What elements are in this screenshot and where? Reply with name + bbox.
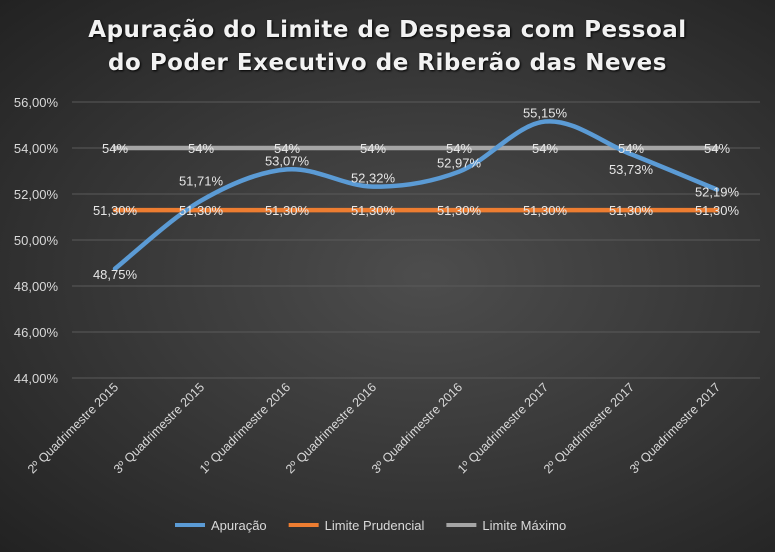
- data-label: 51,30%: [93, 203, 138, 218]
- x-tick-label: 1º Quadrimestre 2016: [197, 380, 293, 476]
- data-label: 51,30%: [179, 203, 224, 218]
- data-label: 48,75%: [93, 267, 138, 282]
- data-label: 53,73%: [609, 162, 654, 177]
- data-label: 54%: [360, 141, 386, 156]
- data-label: 54%: [532, 141, 558, 156]
- data-label: 54%: [102, 141, 128, 156]
- data-label: 54%: [618, 141, 644, 156]
- y-tick-label: 56,00%: [14, 95, 59, 110]
- x-tick-label: 2º Quadrimestre 2016: [283, 380, 379, 476]
- data-label: 51,30%: [523, 203, 568, 218]
- x-tick-label: 1º Quadrimestre 2017: [455, 380, 551, 476]
- data-label: 55,15%: [523, 106, 568, 121]
- chart-title: Apuração do Limite de Despesa com Pessoa…: [0, 14, 775, 80]
- data-label: 51,30%: [695, 203, 740, 218]
- data-label: 51,30%: [437, 203, 482, 218]
- legend-label: Limite Máximo: [482, 518, 566, 533]
- x-tick-label: 2º Quadrimestre 2015: [25, 380, 121, 476]
- data-label: 51,30%: [351, 203, 396, 218]
- data-label: 54%: [274, 141, 300, 156]
- data-label: 52,97%: [437, 156, 482, 171]
- y-tick-label: 48,00%: [14, 279, 59, 294]
- y-tick-label: 46,00%: [14, 325, 59, 340]
- data-label: 52,19%: [695, 185, 740, 200]
- data-label: 51,30%: [609, 203, 654, 218]
- data-label: 54%: [704, 141, 730, 156]
- legend-label: Limite Prudencial: [325, 518, 425, 533]
- x-tick-label: 2º Quadrimestre 2017: [541, 380, 637, 476]
- data-label: 51,71%: [179, 174, 224, 189]
- chart-title-line-1: Apuração do Limite de Despesa com Pessoa…: [88, 17, 687, 43]
- y-tick-label: 44,00%: [14, 371, 59, 386]
- legend-label: Apuração: [211, 518, 267, 533]
- x-tick-label: 3º Quadrimestre 2017: [627, 380, 723, 476]
- y-tick-label: 50,00%: [14, 233, 59, 248]
- chart-title-line-2: do Poder Executivo de Riberão das Neves: [108, 50, 667, 76]
- data-label: 52,32%: [351, 171, 396, 186]
- data-label: 54%: [446, 141, 472, 156]
- data-label: 51,30%: [265, 203, 310, 218]
- y-tick-label: 52,00%: [14, 187, 59, 202]
- data-label: 53,07%: [265, 153, 310, 168]
- x-tick-label: 3º Quadrimestre 2016: [369, 380, 465, 476]
- x-tick-label: 3º Quadrimestre 2015: [111, 380, 207, 476]
- y-tick-label: 54,00%: [14, 141, 59, 156]
- series-line-apuração: [112, 119, 720, 271]
- data-label: 54%: [188, 141, 214, 156]
